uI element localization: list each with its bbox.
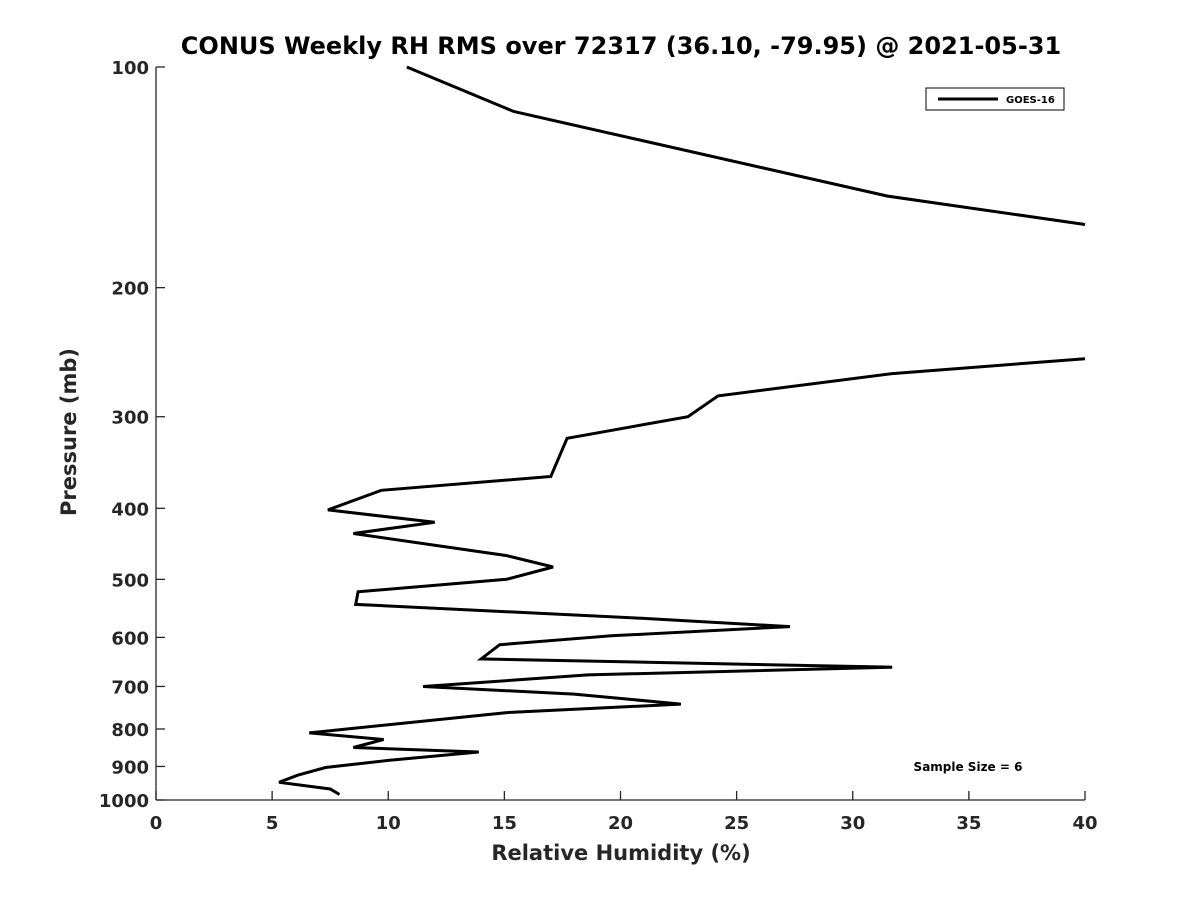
series-layer	[278, 65, 1086, 796]
y-tick-label: 700	[111, 677, 149, 698]
y-axis-label: Pressure (mb)	[57, 348, 81, 516]
x-tick-label: 15	[492, 813, 517, 834]
x-tick-label: 10	[376, 813, 401, 834]
sample-size-annotation: Sample Size = 6	[914, 760, 1023, 774]
y-axis: 100 200 300 400 500 600 700 800 900 1000	[99, 58, 165, 812]
y-tick-label: 100	[111, 58, 149, 79]
x-tick-label: 25	[724, 813, 749, 834]
x-tick-label: 5	[266, 813, 279, 834]
legend: GOES-16	[925, 87, 1065, 111]
x-tick-label: 20	[608, 813, 633, 834]
x-tick-label: 0	[150, 813, 163, 834]
series-line-goes16	[406, 65, 1086, 226]
x-tick-label: 30	[840, 813, 865, 834]
y-tick-label: 1000	[99, 791, 149, 812]
y-tick-label: 500	[111, 570, 149, 591]
y-tick-label: 800	[111, 720, 149, 741]
legend-label: GOES-16	[1006, 95, 1055, 106]
y-tick-label: 900	[111, 757, 149, 778]
y-tick-label: 600	[111, 628, 149, 649]
y-tick-label: 400	[111, 499, 149, 520]
plot-area	[155, 67, 1085, 801]
y-tick-label: 300	[111, 408, 149, 429]
y-tick-label: 200	[111, 279, 149, 300]
x-tick-label: 40	[1072, 813, 1097, 834]
series-line-goes16	[278, 357, 1086, 796]
x-axis-label: Relative Humidity (%)	[491, 841, 750, 865]
chart-title: CONUS Weekly RH RMS over 72317 (36.10, -…	[181, 32, 1061, 60]
x-tick-label: 35	[956, 813, 981, 834]
x-axis: 0 5 10 15 20 25 30 35 40	[150, 791, 1098, 834]
